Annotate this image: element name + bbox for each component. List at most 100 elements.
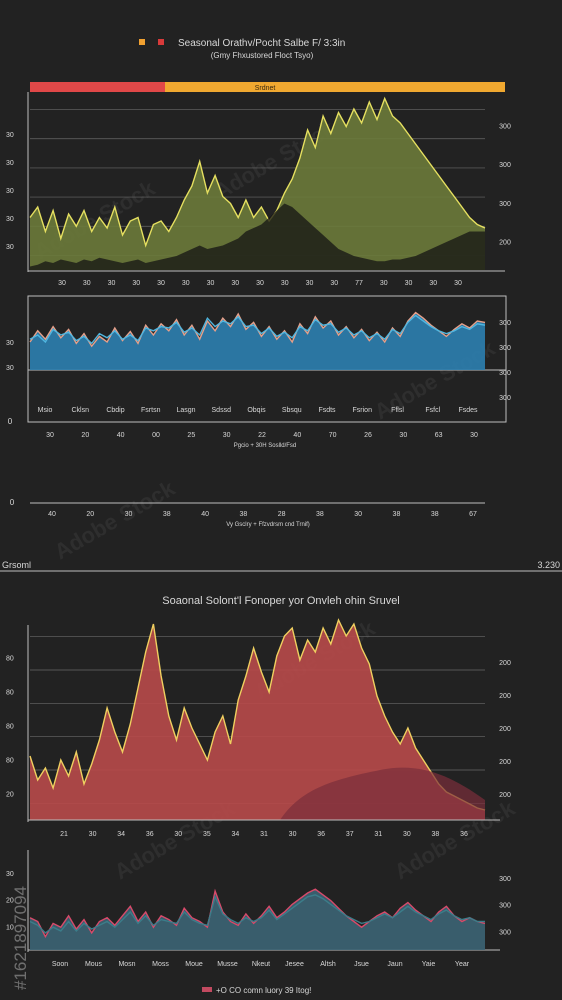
series-area	[30, 889, 485, 950]
series-area	[30, 98, 485, 270]
x-tick-label: 30	[157, 280, 165, 287]
x-tick-label: 34	[117, 831, 125, 838]
chart1-title: Seasonal Orathv/Pocht Salbe F/ 3:3in	[178, 38, 345, 49]
x-tick-label: 30	[306, 280, 314, 287]
legend-swatch	[202, 987, 212, 992]
x-tick-label: 30	[256, 280, 264, 287]
month-label: Fsfcl	[425, 407, 440, 414]
month-label: Jsue	[354, 961, 369, 968]
y-tick-label: 30	[6, 132, 14, 139]
series-area	[30, 620, 485, 820]
band-segment-orange	[165, 82, 505, 92]
x-tick-label: 30	[182, 280, 190, 287]
x-tick-label: 20	[81, 432, 89, 439]
x-tick-label: 36	[460, 831, 468, 838]
y-tick-label: 200	[499, 240, 511, 247]
x-tick-label: 25	[187, 432, 195, 439]
x-tick-label: 38	[316, 511, 324, 518]
x-tick-label: 22	[258, 432, 266, 439]
x-tick-label: 30	[125, 511, 133, 518]
y-tick-label: 200	[499, 726, 511, 733]
y-tick-label: 300	[499, 370, 511, 377]
y-tick-label: 300	[499, 929, 511, 936]
month-label: Fsrtsn	[141, 407, 161, 414]
series-line	[29, 314, 486, 345]
month-label: Fsdes	[458, 407, 478, 414]
x-tick-label: 40	[117, 432, 125, 439]
month-label: Jaun	[387, 961, 402, 968]
series-line	[29, 618, 486, 811]
x-tick-label: 30	[330, 280, 338, 287]
y-tick-label: 300	[499, 162, 511, 169]
x-tick-label: 30	[174, 831, 182, 838]
x-tick-label: 77	[355, 280, 363, 287]
month-label: Mous	[85, 961, 103, 968]
x-tick-label: 28	[278, 511, 286, 518]
legend-swatch	[139, 39, 145, 45]
x-tick-label: 30	[46, 432, 54, 439]
x-tick-label: 30	[403, 831, 411, 838]
x-tick-label: 31	[374, 831, 382, 838]
chart3-axis: 0 40 20 30 38 40 38 28 38 30 38 38 67 Vy Gsclry + Ffz…	[10, 498, 485, 528]
x-tick-label: 30	[289, 831, 297, 838]
corner-label: 0	[10, 498, 15, 507]
band-segment-red	[30, 82, 165, 92]
x-tick-label: 30	[83, 280, 91, 287]
x-tick-label: 30	[405, 280, 413, 287]
x-tick-label: 63	[435, 432, 443, 439]
x-tick-label: 30	[108, 280, 116, 287]
x-tick-label: 40	[48, 511, 56, 518]
shadow-area	[280, 767, 485, 820]
month-label: Msio	[38, 407, 53, 414]
watermark-id: #1621897094	[11, 886, 30, 990]
section-divider: Grsoml 3.230 Soaonal Solont'l Fonoper yo…	[0, 560, 562, 607]
series-line	[29, 96, 486, 248]
month-label: Fsdts	[318, 407, 336, 414]
y-tick-label: 80	[6, 723, 14, 730]
x-tick-label: 30	[429, 280, 437, 287]
x-tick-label: 40	[201, 511, 209, 518]
month-label: Sbsqu	[282, 407, 302, 414]
y-tick-label: 300	[499, 320, 511, 327]
y-tick-label: 300	[499, 345, 511, 352]
y-tick-label: 30	[6, 340, 14, 347]
x-tick-label: 30	[231, 280, 239, 287]
month-label: Fsrion	[353, 407, 373, 414]
month-label: Obqis	[247, 407, 266, 414]
y-tick-label: 200	[499, 759, 511, 766]
y-tick-label: 200	[499, 792, 511, 799]
shadow-area	[30, 203, 485, 270]
legend-swatch	[158, 39, 164, 45]
x-caption: Pgcio + 30H Soslld/Fsd	[234, 443, 297, 449]
y-tick-label: 200	[499, 660, 511, 667]
month-label: Cklsn	[71, 407, 89, 414]
y-tick-label: 30	[6, 216, 14, 223]
x-tick-label: 30	[207, 280, 215, 287]
x-tick-label: 30	[58, 280, 66, 287]
y-tick-label: 30	[6, 188, 14, 195]
y-tick-label: 300	[499, 876, 511, 883]
x-tick-label: 38	[431, 511, 439, 518]
corner-left-label: Grsoml	[2, 560, 31, 570]
y-tick-label: 0	[8, 417, 13, 426]
y-tick-label: 200	[499, 693, 511, 700]
month-label: Cbdip	[106, 407, 124, 414]
x-caption: Vy Gsclry + Ffzvdrsm cnd Trnif)	[226, 522, 310, 528]
chart4-title: Soaonal Solont'l Fonoper yor Onvleh ohin…	[162, 595, 400, 607]
y-tick-label: 300	[499, 123, 511, 130]
y-tick-label: 30	[6, 160, 14, 167]
x-tick-label: 35	[203, 831, 211, 838]
month-label: Musse	[217, 961, 238, 968]
x-tick-label: 21	[60, 831, 68, 838]
month-label: Mosn	[118, 961, 135, 968]
y-tick-label: 300	[499, 903, 511, 910]
chart1-subtitle: (Gmy Fhxustored Floct Tsyo)	[211, 51, 314, 60]
x-tick-label: 67	[469, 511, 477, 518]
y-tick-label: 30	[6, 871, 14, 878]
bottom-legend: +O CO comn luory 39 Itog!	[202, 986, 311, 995]
x-tick-label: 30	[470, 432, 478, 439]
month-label: Moss	[152, 961, 169, 968]
band-label: Srdnet	[255, 85, 276, 92]
